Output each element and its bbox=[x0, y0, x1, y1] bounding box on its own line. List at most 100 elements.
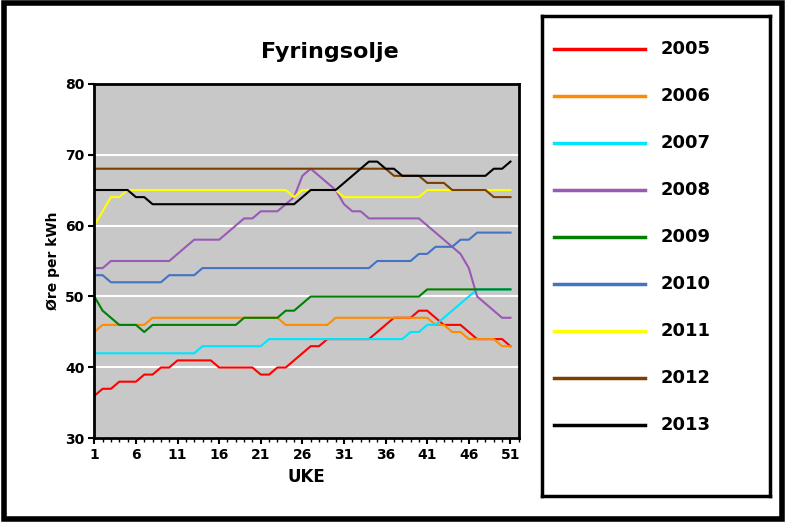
2005 bbox=[215, 364, 224, 371]
2007 bbox=[181, 350, 190, 357]
2006 bbox=[373, 315, 382, 321]
Line: 2005: 2005 bbox=[94, 311, 510, 396]
2009 bbox=[140, 329, 149, 335]
2013 bbox=[406, 173, 415, 179]
Text: 2010: 2010 bbox=[661, 275, 711, 293]
2007 bbox=[472, 286, 482, 292]
Text: 2009: 2009 bbox=[661, 228, 711, 246]
2012 bbox=[181, 165, 190, 172]
Text: 2006: 2006 bbox=[661, 87, 711, 105]
2010 bbox=[498, 230, 507, 236]
2013 bbox=[90, 187, 99, 193]
2006 bbox=[398, 315, 407, 321]
Line: 2013: 2013 bbox=[94, 162, 510, 204]
2008 bbox=[306, 165, 315, 172]
2009 bbox=[398, 293, 407, 300]
2011 bbox=[373, 194, 382, 200]
2007 bbox=[389, 336, 399, 342]
2007 bbox=[498, 286, 507, 292]
2013 bbox=[364, 159, 373, 165]
2010 bbox=[106, 279, 116, 286]
2008 bbox=[181, 244, 190, 250]
2009 bbox=[231, 322, 241, 328]
2008 bbox=[489, 307, 498, 314]
2010 bbox=[398, 258, 407, 264]
2005 bbox=[222, 364, 232, 371]
2013 bbox=[148, 201, 157, 207]
2006 bbox=[231, 315, 241, 321]
Text: 2008: 2008 bbox=[661, 181, 711, 199]
2007 bbox=[90, 350, 99, 357]
2012 bbox=[505, 194, 515, 200]
Line: 2011: 2011 bbox=[94, 190, 510, 226]
Line: 2007: 2007 bbox=[94, 289, 510, 353]
2012 bbox=[489, 194, 498, 200]
Line: 2012: 2012 bbox=[94, 169, 510, 197]
2008 bbox=[222, 230, 232, 236]
2008 bbox=[373, 215, 382, 221]
2006 bbox=[498, 343, 507, 349]
2006 bbox=[148, 315, 157, 321]
Line: 2009: 2009 bbox=[94, 289, 510, 332]
2013 bbox=[231, 201, 241, 207]
2006 bbox=[489, 336, 498, 342]
2011 bbox=[123, 187, 132, 193]
Text: Fyringsolje: Fyringsolje bbox=[261, 42, 399, 62]
2007 bbox=[364, 336, 373, 342]
2007 bbox=[215, 343, 224, 349]
Line: 2010: 2010 bbox=[94, 233, 510, 282]
2005 bbox=[364, 336, 373, 342]
2013 bbox=[222, 201, 232, 207]
2009 bbox=[90, 293, 99, 300]
2012 bbox=[498, 194, 507, 200]
2011 bbox=[90, 222, 99, 229]
2010 bbox=[222, 265, 232, 271]
2008 bbox=[505, 315, 515, 321]
2009 bbox=[498, 286, 507, 292]
X-axis label: UKE: UKE bbox=[288, 468, 325, 486]
2005 bbox=[389, 315, 399, 321]
2012 bbox=[90, 165, 99, 172]
2011 bbox=[231, 187, 241, 193]
2009 bbox=[423, 286, 432, 292]
Y-axis label: Øre per kWh: Øre per kWh bbox=[46, 212, 60, 310]
Line: 2008: 2008 bbox=[94, 169, 510, 318]
2010 bbox=[472, 230, 482, 236]
2009 bbox=[222, 322, 232, 328]
2011 bbox=[498, 187, 507, 193]
2005 bbox=[181, 357, 190, 363]
2005 bbox=[505, 343, 515, 349]
2010 bbox=[231, 265, 241, 271]
2010 bbox=[373, 258, 382, 264]
2010 bbox=[189, 272, 199, 278]
Text: 2007: 2007 bbox=[661, 134, 711, 152]
Text: 2005: 2005 bbox=[661, 40, 711, 58]
2008 bbox=[498, 315, 507, 321]
2011 bbox=[398, 194, 407, 200]
2013 bbox=[505, 159, 515, 165]
Text: 2012: 2012 bbox=[661, 369, 711, 387]
2005 bbox=[414, 307, 424, 314]
Text: 2013: 2013 bbox=[661, 416, 711, 434]
2005 bbox=[498, 336, 507, 342]
2009 bbox=[373, 293, 382, 300]
2010 bbox=[505, 230, 515, 236]
2005 bbox=[90, 393, 99, 399]
2012 bbox=[364, 165, 373, 172]
2013 bbox=[498, 165, 507, 172]
2011 bbox=[189, 187, 199, 193]
2007 bbox=[222, 343, 232, 349]
2011 bbox=[222, 187, 232, 193]
2012 bbox=[389, 173, 399, 179]
2008 bbox=[398, 215, 407, 221]
2006 bbox=[189, 315, 199, 321]
2006 bbox=[505, 343, 515, 349]
2007 bbox=[505, 286, 515, 292]
Line: 2006: 2006 bbox=[94, 318, 510, 346]
2006 bbox=[90, 329, 99, 335]
2009 bbox=[505, 286, 515, 292]
2013 bbox=[189, 201, 199, 207]
2013 bbox=[381, 165, 391, 172]
Text: 2011: 2011 bbox=[661, 322, 711, 340]
2008 bbox=[90, 265, 99, 271]
